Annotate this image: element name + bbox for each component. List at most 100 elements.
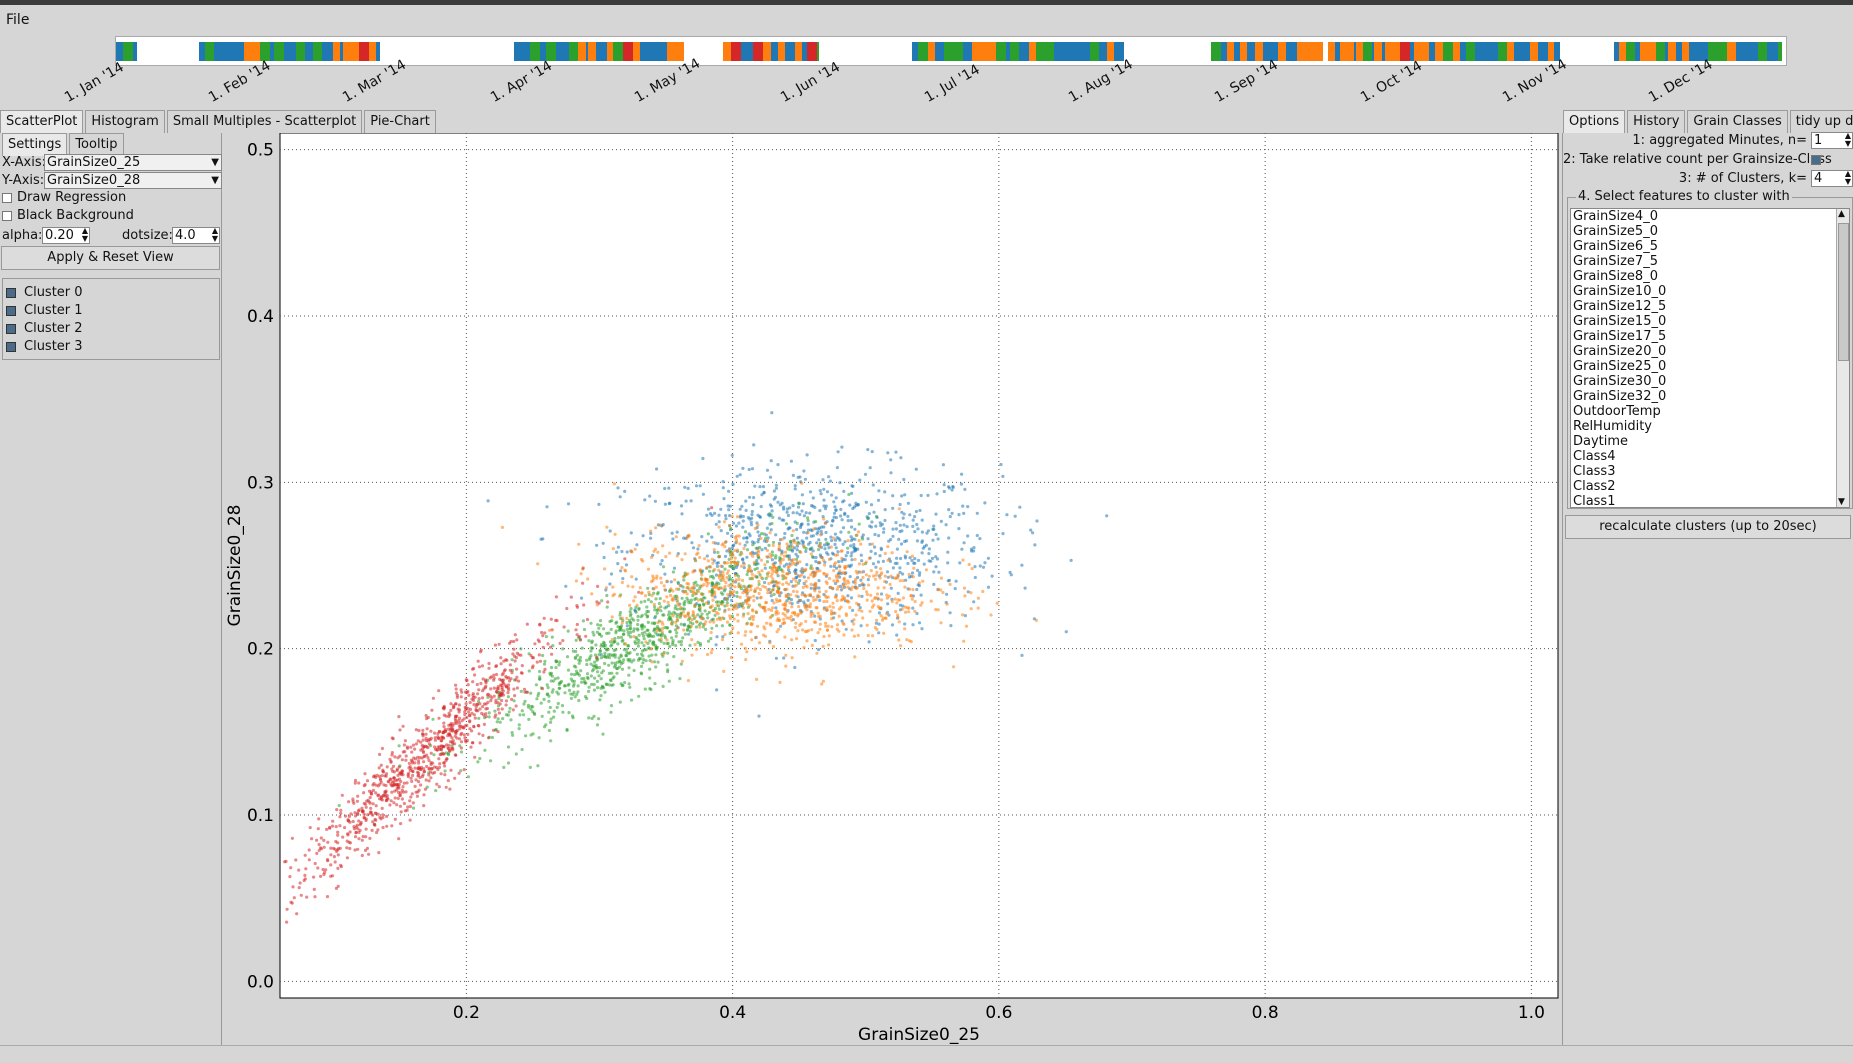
apply-reset-view-button[interactable]: Apply & Reset View bbox=[1, 246, 220, 270]
timeline[interactable]: 1. Jan '14 1. Feb '14 1. Mar '14 1. Apr '14… bbox=[0, 34, 1853, 110]
scatter-point bbox=[824, 580, 828, 584]
scroll-down-icon[interactable]: ▼ bbox=[1838, 497, 1845, 507]
draw-regression-checkbox[interactable]: Draw Regression bbox=[2, 190, 126, 205]
scatter-point bbox=[834, 508, 838, 512]
x-axis-select[interactable]: GrainSize0_25 ▼ bbox=[44, 154, 222, 171]
scatter-point bbox=[466, 732, 470, 737]
feature-list-item[interactable]: Class4 bbox=[1573, 449, 1616, 464]
alpha-spinbox[interactable]: 0.20 ▲ ▼ bbox=[42, 227, 90, 244]
scatter-point bbox=[632, 599, 636, 603]
timeline-segment[interactable] bbox=[1614, 42, 1782, 61]
feature-list-item[interactable]: Daytime bbox=[1573, 434, 1629, 449]
feature-list-item[interactable]: GrainSize8_0 bbox=[1573, 269, 1658, 284]
spin-arrows-icon[interactable]: ▲ ▼ bbox=[1844, 131, 1851, 148]
scatter-point bbox=[918, 571, 922, 575]
feature-list-item[interactable]: GrainSize25_0 bbox=[1573, 359, 1667, 374]
tab-options[interactable]: Options bbox=[1563, 110, 1626, 133]
timeline-segment[interactable] bbox=[723, 42, 819, 61]
black-background-checkbox[interactable]: Black Background bbox=[2, 208, 134, 223]
feature-list-item[interactable]: GrainSize20_0 bbox=[1573, 344, 1667, 359]
tab-pie-chart[interactable]: Pie-Chart bbox=[364, 110, 436, 133]
feature-list-item[interactable]: GrainSize17_5 bbox=[1573, 329, 1667, 344]
relative-count-checkbox[interactable] bbox=[1811, 155, 1821, 165]
scatter-point bbox=[777, 627, 781, 631]
scatter-point bbox=[619, 635, 624, 639]
scatter-point bbox=[715, 564, 719, 568]
feature-list-item[interactable]: Class1 bbox=[1573, 494, 1616, 508]
file-menu[interactable]: File bbox=[6, 12, 30, 28]
scatter-point bbox=[698, 643, 702, 647]
tab-histogram[interactable]: Histogram bbox=[85, 110, 165, 133]
scrollbar-thumb[interactable] bbox=[1838, 223, 1849, 361]
scatter-point bbox=[798, 512, 802, 517]
scatter-point bbox=[779, 559, 783, 563]
feature-list-item[interactable]: GrainSize4_0 bbox=[1573, 209, 1658, 224]
cluster-3-item[interactable]: Cluster 3 bbox=[6, 339, 83, 354]
scatter-plot-canvas[interactable]: 0.2 0.4 0.6 0.8 1.00.00.10.20.30.40.5 GrainS… bbox=[222, 133, 1562, 1045]
scatter-point bbox=[415, 794, 419, 798]
y-tick-label: 0.4 bbox=[247, 307, 274, 327]
feature-list-item[interactable]: GrainSize6_5 bbox=[1573, 239, 1658, 254]
scatter-point bbox=[766, 591, 770, 595]
scatter-point bbox=[362, 816, 366, 820]
features-list[interactable]: GrainSize4_0 GrainSize5_0 GrainSize6_5 Grai… bbox=[1570, 208, 1850, 508]
feature-list-item[interactable]: GrainSize10_0 bbox=[1573, 284, 1667, 299]
feature-list-item[interactable]: GrainSize12_5 bbox=[1573, 299, 1667, 314]
timeline-segment[interactable] bbox=[116, 42, 137, 61]
features-scrollbar[interactable]: ▲ ▼ bbox=[1836, 209, 1849, 507]
spin-arrows-icon[interactable]: ▲ ▼ bbox=[211, 226, 218, 243]
tab-tooltip[interactable]: Tooltip bbox=[69, 133, 124, 156]
scatter-point bbox=[476, 692, 480, 696]
tab-small-multiples[interactable]: Small Multiples - Scatterplot bbox=[166, 110, 363, 133]
feature-list-item[interactable]: GrainSize15_0 bbox=[1573, 314, 1667, 329]
scatter-point bbox=[485, 693, 490, 697]
aggregated-minutes-spinbox[interactable]: 1 ▲ ▼ bbox=[1811, 132, 1853, 149]
timeline-segment[interactable] bbox=[912, 42, 1124, 61]
scatter-point bbox=[935, 492, 939, 496]
cluster-2-item[interactable]: Cluster 2 bbox=[6, 321, 83, 336]
scatter-point bbox=[792, 540, 797, 544]
tab-grain-classes[interactable]: Grain Classes bbox=[1687, 110, 1788, 133]
timeline-bar[interactable] bbox=[115, 36, 1787, 66]
scatter-point bbox=[759, 558, 764, 562]
chevron-down-icon: ▼ bbox=[211, 175, 219, 186]
feature-list-item[interactable]: Class2 bbox=[1573, 479, 1616, 494]
tab-tidy-up-data[interactable]: tidy up data bbox=[1789, 110, 1853, 133]
scatter-plot[interactable]: 0.2 0.4 0.6 0.8 1.0 0.0 0.1 0.2 0.3 0.4 0.5 GrainS… bbox=[222, 133, 1562, 1045]
timeline-segment[interactable] bbox=[1211, 42, 1323, 61]
feature-list-item[interactable]: GrainSize30_0 bbox=[1573, 374, 1667, 389]
feature-list-item[interactable]: Class3 bbox=[1573, 464, 1616, 479]
scroll-up-icon[interactable]: ▲ bbox=[1838, 209, 1845, 219]
feature-list-item[interactable]: RelHumidity bbox=[1573, 419, 1653, 434]
recalculate-clusters-button[interactable]: recalculate clusters (up to 20sec) bbox=[1565, 515, 1851, 539]
checkbox-icon[interactable] bbox=[2, 210, 12, 221]
tab-scatterplot[interactable]: ScatterPlot bbox=[0, 110, 84, 133]
timeline-segment[interactable] bbox=[514, 42, 684, 61]
scatter-point bbox=[824, 621, 828, 625]
num-clusters-spinbox[interactable]: 4 ▲ ▼ bbox=[1811, 170, 1853, 187]
checkbox-icon[interactable] bbox=[2, 192, 12, 203]
scatter-point bbox=[761, 485, 766, 489]
scatter-point bbox=[552, 709, 556, 713]
scatter-point bbox=[518, 713, 522, 717]
scatter-point bbox=[753, 587, 757, 591]
y-axis-select[interactable]: GrainSize0_28 ▼ bbox=[44, 172, 222, 189]
scatter-point bbox=[305, 895, 309, 899]
spin-arrows-icon[interactable]: ▲ ▼ bbox=[1844, 169, 1851, 186]
spin-arrows-icon[interactable]: ▲ ▼ bbox=[81, 226, 88, 243]
scatter-point bbox=[444, 751, 448, 755]
dotsize-spinbox[interactable]: 4.0 ▲ ▼ bbox=[172, 227, 220, 244]
tab-settings[interactable]: Settings bbox=[2, 133, 68, 156]
cluster-1-item[interactable]: Cluster 1 bbox=[6, 303, 83, 318]
scatter-point bbox=[784, 603, 788, 608]
tab-history[interactable]: History bbox=[1627, 110, 1686, 133]
scatter-point bbox=[392, 776, 396, 780]
feature-list-item[interactable]: OutdoorTemp bbox=[1573, 404, 1661, 419]
feature-list-item[interactable]: GrainSize5_0 bbox=[1573, 224, 1658, 239]
timeline-segment[interactable] bbox=[1328, 42, 1560, 61]
feature-list-item[interactable]: GrainSize32_0 bbox=[1573, 389, 1667, 404]
feature-list-item[interactable]: GrainSize7_5 bbox=[1573, 254, 1658, 269]
timeline-segment[interactable] bbox=[199, 42, 380, 61]
cluster-0-item[interactable]: Cluster 0 bbox=[6, 285, 83, 300]
scatter-point bbox=[810, 628, 814, 632]
